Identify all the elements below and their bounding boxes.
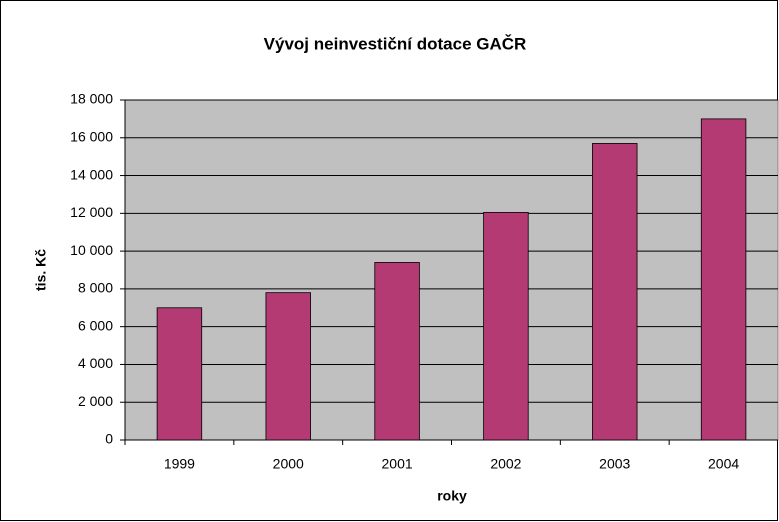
bar: [592, 143, 638, 441]
y-tick-label: 14 000: [70, 166, 113, 182]
x-tick-label: 1999: [164, 456, 195, 472]
y-tick-label: 10 000: [70, 242, 113, 258]
bar: [265, 292, 311, 441]
plot-area: [124, 99, 779, 441]
y-tick-label: 12 000: [70, 204, 113, 220]
x-tick-label: 2001: [382, 456, 413, 472]
y-tick-label: 8 000: [78, 280, 113, 296]
bar: [483, 211, 529, 441]
x-tick-label: 2003: [599, 456, 630, 472]
y-tick-label: 4 000: [78, 355, 113, 371]
bar: [374, 262, 420, 441]
y-tick-label: 6 000: [78, 317, 113, 333]
x-tick-label: 2004: [708, 456, 739, 472]
bar: [156, 307, 203, 441]
chart-title: Vývoj neinvestiční dotace GAČR: [264, 34, 527, 53]
y-tick-label: 0: [105, 431, 113, 447]
bar: [700, 118, 747, 441]
y-axis-title: tis. Kč: [33, 249, 49, 291]
y-tick-label: 2 000: [78, 393, 113, 409]
y-tick-label: 16 000: [70, 128, 113, 144]
y-tick-label: 18 000: [70, 91, 113, 107]
x-axis-title: roky: [437, 488, 467, 504]
x-tick-label: 2002: [490, 456, 521, 472]
x-tick-label: 2000: [273, 456, 304, 472]
